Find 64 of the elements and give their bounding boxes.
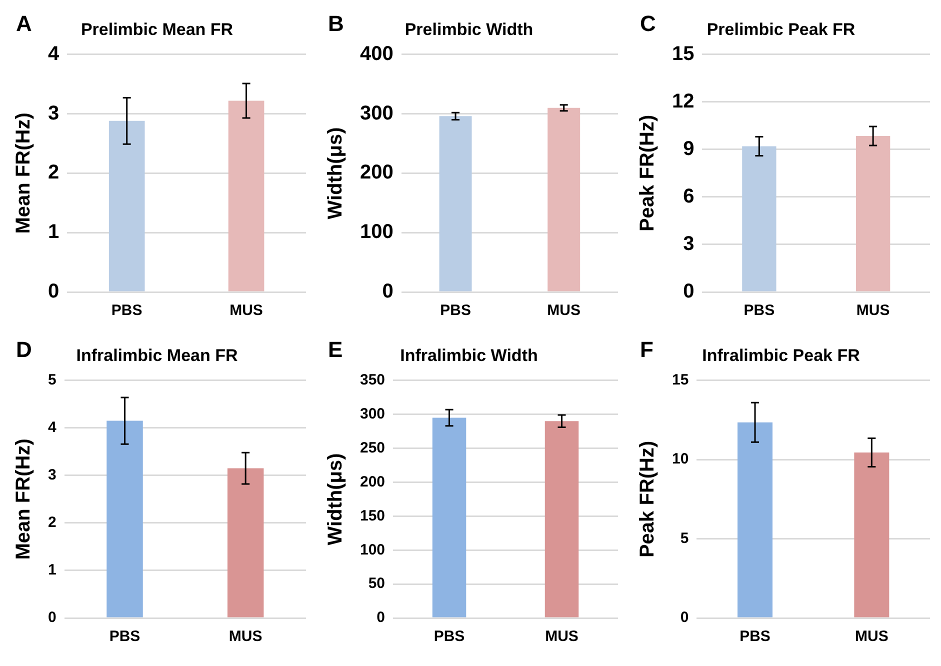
y-tick-label: 0 — [680, 609, 689, 626]
y-tick-label: 1 — [48, 221, 60, 244]
y-tick-label: 300 — [360, 102, 394, 124]
y-tick-label: 0 — [382, 280, 394, 303]
y-tick-label: 1 — [48, 562, 56, 579]
x-tick-label: PBS — [111, 302, 142, 320]
text: C — [640, 11, 656, 36]
text: F — [640, 337, 654, 362]
text: E — [328, 337, 343, 362]
y-tick-label: 2 — [48, 162, 60, 184]
y-tick-label: 100 — [360, 541, 386, 558]
y-tick-label: 3 — [48, 466, 56, 484]
x-tick-label: MUS — [856, 302, 890, 320]
x-tick-label: MUS — [230, 302, 263, 320]
y-tick-label: 300 — [360, 405, 386, 422]
y-tick-label: 4 — [48, 42, 60, 65]
x-tick-label: PBS — [434, 628, 465, 646]
x-tick-label: MUS — [855, 628, 888, 646]
x-tick-label: PBS — [109, 628, 140, 646]
y-tick-label: 200 — [360, 473, 386, 490]
chart-title: Prelimbic Peak FR — [706, 20, 856, 39]
chart-title: Prelimbic Width — [404, 20, 534, 39]
y-tick-label: 0 — [376, 609, 386, 626]
y-tick-label: 150 — [360, 507, 386, 524]
y-tick-label: 6 — [683, 185, 694, 208]
y-tick-label: 0 — [48, 280, 60, 303]
y-axis-title: Width(μs) — [324, 127, 347, 220]
y-tick-label: 3 — [48, 102, 60, 124]
y-tick-label: 15 — [672, 372, 689, 389]
y-tick-label: 100 — [360, 221, 394, 244]
y-axis-title: Mean FR(Hz) — [12, 112, 35, 234]
y-tick-label: 2 — [48, 514, 56, 532]
y-axis-title: Width(μs) — [324, 453, 347, 546]
y-tick-label: 5 — [680, 530, 689, 547]
y-axis-title: Peak FR(Hz) — [636, 114, 659, 232]
y-tick-label: 200 — [360, 162, 394, 184]
y-tick-label: 250 — [360, 439, 386, 456]
chart-title: Infralimbic Peak FR — [702, 346, 860, 365]
chart-title: Infralimbic Mean FR — [76, 346, 238, 365]
y-tick-label: 9 — [683, 138, 694, 160]
y-tick-label: 10 — [672, 450, 689, 468]
y-tick-label: 15 — [672, 42, 694, 65]
y-tick-label: 0 — [48, 609, 56, 626]
y-tick-label: 5 — [48, 372, 56, 389]
y-axis-title: Peak FR(Hz) — [636, 440, 659, 558]
x-tick-label: PBS — [740, 628, 770, 646]
x-tick-label: MUS — [228, 628, 262, 646]
y-tick-label: 12 — [672, 90, 694, 112]
x-tick-label: PBS — [440, 302, 471, 320]
y-tick-label: 50 — [368, 575, 386, 592]
text: A — [16, 11, 32, 36]
text: D — [16, 337, 32, 362]
y-tick-label: 4 — [48, 419, 57, 436]
y-tick-label: 400 — [360, 42, 394, 65]
x-tick-label: MUS — [547, 302, 581, 320]
y-tick-label: 3 — [683, 232, 694, 255]
x-tick-label: PBS — [744, 302, 775, 320]
text: B — [328, 11, 344, 36]
y-tick-label: 0 — [683, 280, 694, 303]
y-axis-title: Mean FR(Hz) — [12, 438, 35, 560]
x-tick-label: MUS — [545, 628, 578, 646]
y-tick-label: 350 — [360, 372, 386, 389]
chart-title: Infralimbic Width — [400, 346, 538, 365]
chart-title: Prelimbic Mean FR — [80, 20, 234, 39]
